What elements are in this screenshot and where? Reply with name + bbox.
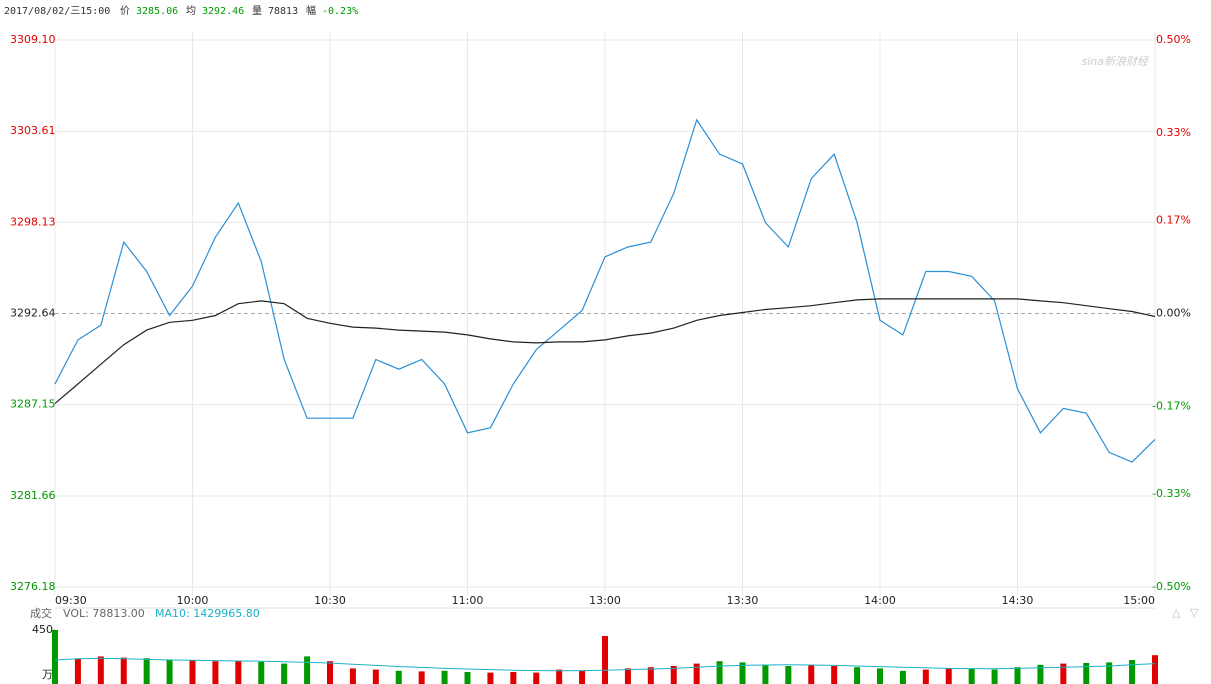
volume-bar [327,661,333,684]
volume-bar [97,656,104,684]
volume-bar [945,668,952,684]
volume-bar [762,664,769,684]
volume-bar [991,669,998,684]
volume-bar [441,670,448,684]
zoom-up[interactable]: △ [1172,606,1181,619]
y-tick-label: 3309.10 [10,33,56,46]
volume-bar [693,663,700,684]
y2-tick-label: 0.33% [1156,126,1191,139]
volume-bar [166,659,173,684]
y2-tick-label: -0.17% [1152,399,1191,412]
volume-bar [968,669,975,684]
price-line [54,118,1156,463]
volume-bar [808,665,815,684]
header-value: 3285.06 [136,6,178,17]
volume-bar [922,669,929,684]
volume-bar [235,660,242,684]
volume-bar [602,636,608,684]
volume-bar [716,661,723,684]
y2-tick-label: 0.50% [1156,33,1191,46]
volume-bar [281,663,288,684]
volume-bar [785,666,792,684]
header-label: 幅 [306,4,316,17]
legend-entry: MA10: 1429965.80 [155,607,260,620]
price-line [54,298,1156,404]
volume-bar [624,668,631,684]
volume-bar [831,666,838,684]
volume-bar [212,661,219,684]
volume-bar [1083,663,1090,684]
volume-bar [418,671,425,684]
zoom-down[interactable]: ▽ [1190,606,1199,619]
y-tick-label: 3298.13 [10,215,56,228]
header-value: -0.23% [322,6,358,17]
y-tick-label: 3292.64 [10,307,56,320]
x-tick-label: 13:00 [589,594,621,607]
panel-title: 成交 [30,606,52,620]
volume-bar [533,672,540,684]
x-tick-label: 11:00 [452,594,484,607]
x-tick-label: 13:30 [727,594,759,607]
volume-bar [487,672,494,684]
volume-bar [899,670,906,684]
volume-bar [52,630,58,684]
volume-bar [395,670,402,684]
x-tick-label: 14:30 [1002,594,1034,607]
volume-bar [143,658,150,684]
volume-bar [1014,667,1021,684]
volume-bar [120,657,127,684]
volume-bar [304,656,311,684]
header-label: 均 [186,5,196,17]
volume-bar [464,672,471,684]
volume-bar [1037,664,1044,684]
x-tick-label: 10:00 [177,594,209,607]
volume-bar [1152,655,1158,684]
volume-bar [647,667,654,684]
volume-bar [1129,660,1136,684]
volume-bar [854,667,861,684]
header: 2017/08/02/三15:00 价 3285.06 均 3292.46 量 … [4,4,358,17]
volume-bar [189,660,196,684]
header-value: 3292.46 [202,6,244,17]
volume-bar [349,668,356,684]
volume-bar [670,666,677,684]
volume-bar [739,662,746,684]
volume-bar [74,658,81,684]
volume-bar [258,661,265,684]
y2-tick-label: 0.17% [1156,214,1191,227]
header-value: 78813 [268,6,298,17]
header-datetime: 2017/08/02/三15:00 [4,6,110,17]
x-tick-label: 09:30 [55,594,87,607]
y-tick-label: 3287.15 [10,398,56,411]
header-label: 量 [252,5,262,17]
x-tick-label: 15:00 [1123,594,1155,607]
y-tick-label: 3303.61 [10,124,56,137]
legend-entry: VOL: 78813.00 [63,607,145,620]
volume-bar [372,669,379,684]
volume-bar [1106,662,1113,684]
y-tick-label: 3281.66 [10,489,56,502]
y2-tick-label: 0.00% [1156,307,1191,320]
x-tick-label: 14:00 [864,594,896,607]
volume-bar [1060,663,1067,684]
watermark: sina新浪财经 [1082,55,1149,68]
y2-tick-label: -0.33% [1152,487,1191,500]
volume-bar [556,669,563,684]
y-tick-label: 450 [32,623,53,636]
y2-tick-label: -0.50% [1152,580,1191,593]
ma-line [54,657,1156,672]
unit-label: 万 [42,668,53,681]
volume-bar [510,672,517,684]
volume-bar [877,668,883,684]
x-tick-label: 10:30 [314,594,346,607]
volume-bar [579,670,586,684]
y-tick-label: 3276.18 [10,580,56,593]
header-label: 价 [120,5,130,17]
